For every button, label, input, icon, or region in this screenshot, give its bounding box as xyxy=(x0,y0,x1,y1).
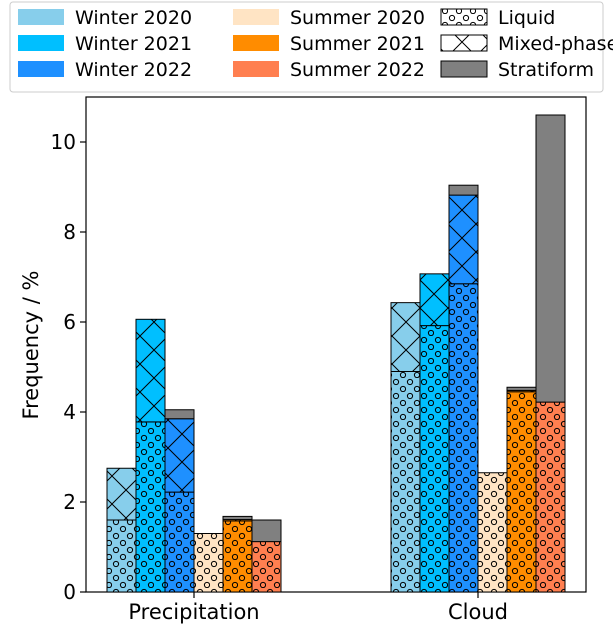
x-axis: Precipitation Cloud xyxy=(128,592,508,624)
liquid-segment-hatch xyxy=(449,283,478,592)
legend-entry-winter-2022: Winter 2022 xyxy=(18,59,192,81)
legend-entry-liquid: Liquid xyxy=(440,7,555,29)
mixed-phase-segment-hatch xyxy=(107,468,136,520)
y-tick-label: 2 xyxy=(63,490,76,514)
stratiform-segment xyxy=(535,114,566,403)
legend-entry-summer-2020: Summer 2020 xyxy=(233,7,425,29)
legend-swatch xyxy=(233,61,279,77)
y-tick-label: 4 xyxy=(63,400,76,424)
legend-swatch-hatch xyxy=(440,34,488,52)
liquid-segment-hatch xyxy=(536,402,565,592)
bar-precipitation-summer-2022 xyxy=(251,519,282,593)
x-tick-label-cloud: Cloud xyxy=(448,600,508,624)
legend-label: Winter 2020 xyxy=(75,7,192,29)
bar-cloud-summer-2022 xyxy=(535,114,566,593)
liquid-segment-hatch xyxy=(223,520,252,592)
stratiform-segment xyxy=(251,519,282,543)
liquid-segment-hatch xyxy=(478,472,507,592)
y-tick-label: 10 xyxy=(51,130,76,154)
legend-label: Summer 2020 xyxy=(290,7,425,29)
mixed-phase-segment-hatch xyxy=(449,195,478,284)
mixed-phase-segment-hatch xyxy=(223,519,252,521)
legend-entry-stratiform: Stratiform xyxy=(440,59,594,81)
x-tick-label-precipitation: Precipitation xyxy=(128,600,259,624)
legend-label: Liquid xyxy=(498,7,555,29)
plot-frame xyxy=(85,96,587,593)
y-tick-label: 8 xyxy=(63,220,76,244)
legend: Winter 2020 Winter 2021 Winter 2022 Summer … xyxy=(9,1,613,93)
stratiform-segment xyxy=(448,184,479,196)
stratiform-segment xyxy=(164,409,195,420)
mixed-phase-segment-hatch xyxy=(136,319,165,422)
bar-cloud-winter-2022 xyxy=(448,184,479,593)
legend-label: Mixed-phase xyxy=(498,33,613,55)
liquid-segment-hatch xyxy=(391,371,420,592)
mixed-phase-segment-hatch xyxy=(165,418,194,493)
bar-cloud-summer-2020 xyxy=(477,472,508,593)
legend-entry-winter-2021: Winter 2021 xyxy=(18,33,192,55)
y-tick-label: 0 xyxy=(63,580,76,604)
legend-label: Winter 2022 xyxy=(75,59,192,81)
legend-entry-winter-2020: Winter 2020 xyxy=(18,7,192,29)
legend-swatch-hatch xyxy=(440,8,488,26)
mixed-phase-segment-hatch xyxy=(420,273,449,326)
liquid-segment-hatch xyxy=(165,492,194,592)
liquid-segment-hatch xyxy=(420,325,449,592)
liquid-segment-hatch xyxy=(136,421,165,592)
legend-label: Summer 2022 xyxy=(290,59,425,81)
y-axis-label: Frequency / % xyxy=(19,271,43,420)
legend-entry-summer-2022: Summer 2022 xyxy=(233,59,425,81)
bar-precipitation-winter-2022 xyxy=(164,409,195,593)
legend-swatch xyxy=(233,9,279,25)
liquid-segment-hatch xyxy=(194,533,223,592)
legend-label: Winter 2021 xyxy=(75,33,192,55)
y-tick-label: 6 xyxy=(63,310,76,334)
bar-cloud-summer-2021 xyxy=(506,386,537,593)
mixed-phase-segment-hatch xyxy=(391,302,420,372)
bar-cloud-winter-2020 xyxy=(390,302,421,593)
bar-precipitation-winter-2021 xyxy=(135,318,166,593)
liquid-segment-hatch xyxy=(252,541,281,592)
stratiform-segment xyxy=(506,386,537,391)
bar-cloud-winter-2021 xyxy=(419,273,450,593)
legend-entry-mixed-phase: Mixed-phase xyxy=(440,33,613,55)
legend-swatch xyxy=(18,35,64,51)
liquid-segment-hatch xyxy=(507,391,536,592)
bar-precipitation-summer-2020 xyxy=(193,533,224,593)
legend-swatch xyxy=(440,60,488,78)
legend-label: Stratiform xyxy=(498,59,594,81)
bars-group xyxy=(106,114,566,593)
bar-precipitation-winter-2020 xyxy=(106,467,137,593)
bar-precipitation-summer-2021 xyxy=(222,515,253,593)
legend-swatch xyxy=(18,61,64,77)
liquid-segment-hatch xyxy=(107,520,136,592)
legend-label: Summer 2021 xyxy=(290,33,425,55)
y-axis: 0 2 4 6 8 10 xyxy=(51,130,86,604)
legend-swatch xyxy=(233,35,279,51)
stratiform-segment xyxy=(222,515,253,521)
legend-entry-summer-2021: Summer 2021 xyxy=(233,33,425,55)
mixed-phase-segment-hatch xyxy=(507,390,536,392)
legend-swatch xyxy=(18,9,64,25)
